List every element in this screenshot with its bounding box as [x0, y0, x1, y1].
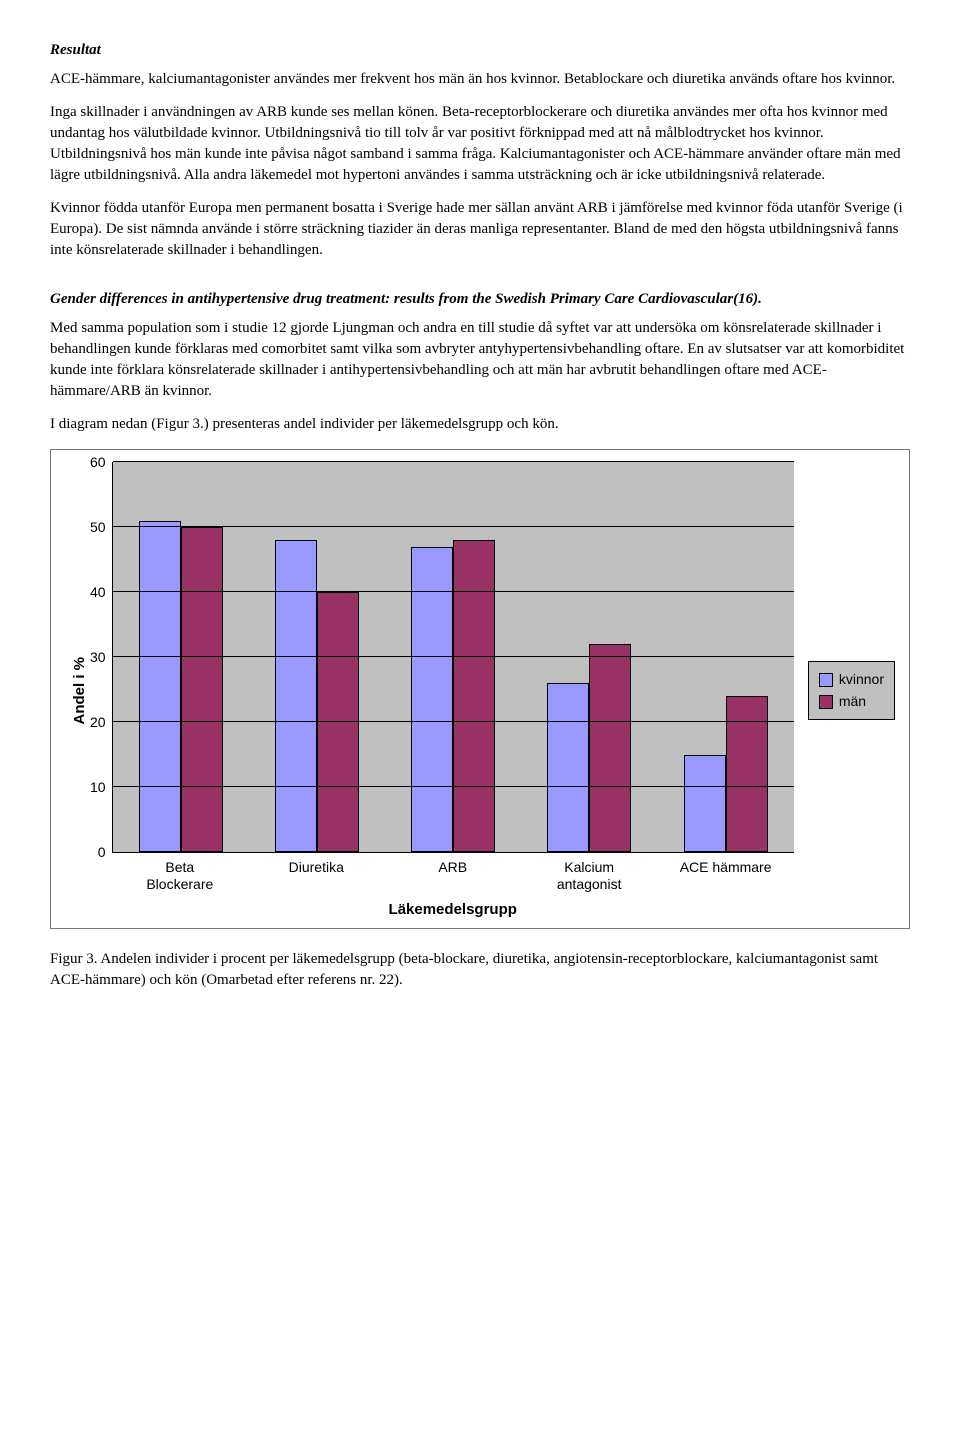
paragraph-4: Med samma population som i studie 12 gjo…	[50, 318, 910, 402]
bar-män	[181, 527, 223, 852]
legend-swatch	[819, 695, 833, 709]
legend-item: kvinnor	[819, 670, 884, 690]
paragraph-2: Inga skillnader i användningen av ARB ku…	[50, 102, 910, 186]
bar-group	[684, 696, 768, 852]
bar-kvinnor	[139, 521, 181, 853]
gridline	[113, 721, 794, 722]
bar-män	[589, 644, 631, 852]
bar-män	[726, 696, 768, 852]
heading-section-2: Gender differences in antihypertensive d…	[50, 289, 910, 310]
heading-resultat: Resultat	[50, 40, 910, 61]
gridline	[113, 591, 794, 592]
bar-män	[453, 540, 495, 852]
chart-legend: kvinnormän	[808, 661, 895, 720]
paragraph-1: ACE-hämmare, kalciumantagonister använde…	[50, 69, 910, 90]
gridline	[113, 656, 794, 657]
bar-group	[275, 540, 359, 852]
bar-kvinnor	[275, 540, 317, 852]
y-axis-ticks: 6050403020100	[90, 462, 112, 852]
paragraph-5: I diagram nedan (Figur 3.) presenteras a…	[50, 414, 910, 435]
gridline	[113, 786, 794, 787]
chart-plot-area	[112, 462, 794, 853]
x-tick: BetaBlockerare	[112, 859, 248, 893]
x-axis-ticks: BetaBlockerareDiuretikaARBKalciumantagon…	[112, 859, 794, 893]
gridline	[113, 461, 794, 462]
bar-group	[547, 644, 631, 852]
x-tick: Diuretika	[248, 859, 384, 893]
x-tick: ACE hämmare	[657, 859, 793, 893]
bar-group	[139, 521, 223, 853]
figure-caption: Figur 3. Andelen individer i procent per…	[50, 949, 910, 991]
legend-swatch	[819, 673, 833, 687]
bar-kvinnor	[411, 547, 453, 853]
legend-item: män	[819, 692, 884, 712]
x-tick: Kalciumantagonist	[521, 859, 657, 893]
bar-kvinnor	[684, 755, 726, 853]
x-tick: ARB	[384, 859, 520, 893]
paragraph-3: Kvinnor födda utanför Europa men permane…	[50, 198, 910, 261]
bar-kvinnor	[547, 683, 589, 852]
y-axis-label: Andel i %	[65, 657, 90, 725]
x-axis-label: Läkemedelsgrupp	[112, 899, 794, 920]
legend-label: män	[839, 692, 866, 712]
chart-container: Andel i % 6050403020100 BetaBlockerareDi…	[50, 449, 910, 929]
gridline	[113, 526, 794, 527]
legend-label: kvinnor	[839, 670, 884, 690]
bar-group	[411, 540, 495, 852]
